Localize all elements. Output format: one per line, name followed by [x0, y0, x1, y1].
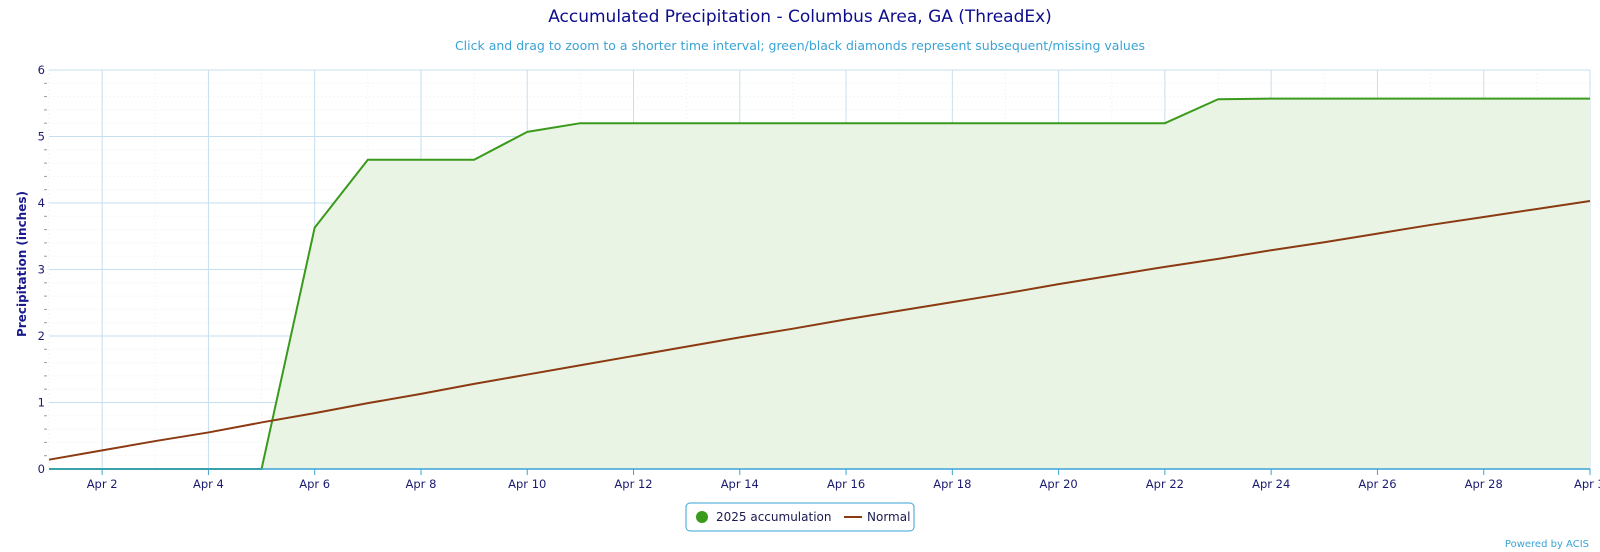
x-tick-label: Apr 20 [1040, 477, 1078, 491]
accumulation-point[interactable] [523, 128, 531, 136]
x-tick-label: Apr 8 [406, 477, 437, 491]
normal-point[interactable] [1214, 255, 1222, 263]
normal-point[interactable] [789, 325, 797, 333]
y-tick-label: 0 [38, 462, 45, 476]
x-tick-label: Apr 14 [721, 477, 759, 491]
accumulation-point[interactable] [736, 119, 744, 127]
normal-point[interactable] [204, 428, 212, 436]
x-tick-label: Apr 6 [299, 477, 330, 491]
legend-box [685, 502, 915, 532]
legend[interactable]: 2025 accumulation Normal [685, 502, 915, 532]
chart-title: Accumulated Precipitation - Columbus Are… [548, 7, 1052, 27]
accumulation-point[interactable] [1214, 95, 1222, 103]
normal-point[interactable] [576, 361, 584, 369]
normal-point[interactable] [151, 437, 159, 445]
accumulation-point[interactable] [364, 156, 372, 164]
normal-point[interactable] [1055, 280, 1063, 288]
x-tick-label: Apr 16 [827, 477, 865, 491]
normal-point[interactable] [523, 371, 531, 379]
y-tick-label: 5 [38, 130, 45, 144]
accumulation-point[interactable] [1108, 119, 1116, 127]
x-tick-label: Apr 3 [1574, 477, 1600, 491]
normal-point[interactable] [1373, 230, 1381, 238]
normal-point[interactable] [417, 390, 425, 398]
legend-marker-accumulation[interactable] [696, 511, 708, 523]
normal-point[interactable] [311, 409, 319, 417]
chart-subtitle: Click and drag to zoom to a shorter time… [455, 38, 1145, 53]
normal-line[interactable] [48, 200, 1591, 461]
series-layer[interactable] [45, 95, 1594, 473]
x-tick-label: Apr 28 [1465, 477, 1503, 491]
normal-point[interactable] [1320, 238, 1328, 246]
y-tick-label: 1 [38, 396, 45, 410]
x-tick-label: Apr 10 [508, 477, 546, 491]
legend-label-accumulation[interactable]: 2025 accumulation [716, 510, 831, 524]
accumulation-point[interactable] [789, 119, 797, 127]
normal-point[interactable] [736, 333, 744, 341]
y-axis-label: Precipitation (inches) [15, 191, 29, 337]
accumulation-point[interactable] [630, 119, 638, 127]
accumulation-point[interactable] [470, 156, 478, 164]
accumulation-point[interactable] [1373, 95, 1381, 103]
normal-point[interactable] [1161, 263, 1169, 271]
y-tick-label: 3 [38, 263, 45, 277]
x-tick-label: Apr 22 [1146, 477, 1184, 491]
x-tick-label: Apr 4 [193, 477, 224, 491]
accumulation-point[interactable] [683, 119, 691, 127]
normal-point[interactable] [683, 343, 691, 351]
normal-point[interactable] [630, 352, 638, 360]
normal-point[interactable] [98, 446, 106, 454]
accumulation-point[interactable] [948, 119, 956, 127]
accumulation-point[interactable] [576, 119, 584, 127]
accumulation-line[interactable] [49, 97, 1590, 470]
accumulation-point[interactable] [1533, 95, 1541, 103]
normal-point[interactable] [45, 456, 53, 464]
x-tick-label: Apr 2 [87, 477, 118, 491]
legend-label-normal[interactable]: Normal [867, 510, 910, 524]
normal-point[interactable] [948, 298, 956, 306]
normal-point[interactable] [470, 380, 478, 388]
y-tick-label: 6 [38, 63, 45, 77]
accumulation-point[interactable] [1480, 95, 1488, 103]
x-tick-label: Apr 24 [1252, 477, 1290, 491]
normal-point[interactable] [1586, 197, 1594, 205]
accumulation-point[interactable] [1001, 119, 1009, 127]
accumulation-point[interactable] [1267, 95, 1275, 103]
y-tick-label: 4 [38, 196, 45, 210]
normal-point[interactable] [1001, 289, 1009, 297]
normal-point[interactable] [258, 418, 266, 426]
normal-point[interactable] [1427, 221, 1435, 229]
credit-link[interactable]: Powered by ACIS [1505, 539, 1589, 550]
accumulation-point[interactable] [1427, 95, 1435, 103]
normal-point[interactable] [1480, 213, 1488, 221]
x-tick-label: Apr 18 [933, 477, 971, 491]
accumulation-point[interactable] [1055, 119, 1063, 127]
x-tick-label: Apr 12 [614, 477, 652, 491]
accumulation-point[interactable] [417, 156, 425, 164]
y-tick-labels: 0 1 2 3 4 5 6 [38, 63, 45, 476]
accumulation-point[interactable] [842, 119, 850, 127]
accumulation-point[interactable] [311, 224, 319, 232]
normal-point[interactable] [1533, 205, 1541, 213]
accumulation-point[interactable] [895, 119, 903, 127]
accumulation-point[interactable] [1586, 95, 1594, 103]
x-tick-labels: Apr 2 Apr 4 Apr 6 Apr 8 Apr 10 Apr 12 Apr 14 Ap… [87, 469, 1600, 491]
normal-point[interactable] [1267, 246, 1275, 254]
normal-point[interactable] [364, 399, 372, 407]
normal-point[interactable] [1108, 271, 1116, 279]
accumulation-point[interactable] [1161, 119, 1169, 127]
accumulation-area [49, 98, 1590, 469]
x-tick-label: Apr 26 [1358, 477, 1396, 491]
y-tick-label: 2 [38, 329, 45, 343]
normal-point[interactable] [842, 315, 850, 323]
accumulation-point[interactable] [1320, 95, 1328, 103]
normal-point[interactable] [895, 307, 903, 315]
